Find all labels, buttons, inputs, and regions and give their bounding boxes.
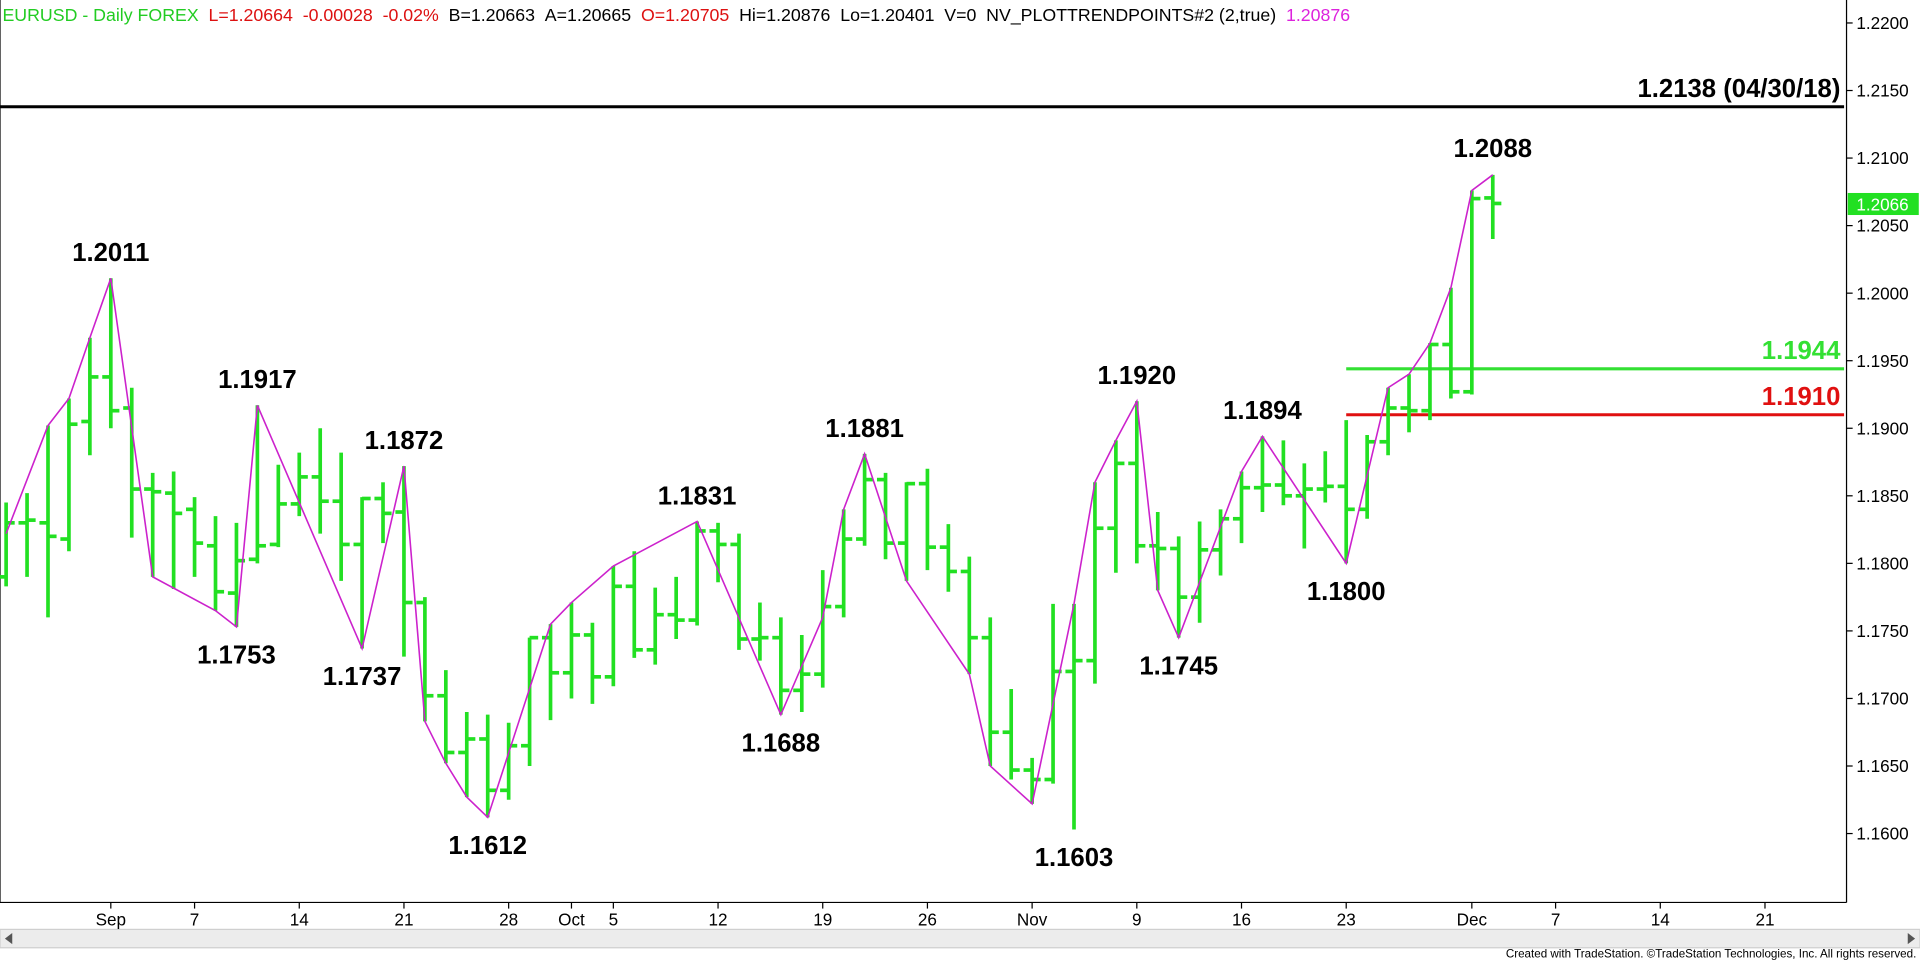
header-item: -0.00028 <box>303 5 373 25</box>
scroll-track[interactable] <box>0 928 1920 949</box>
pivot-label: 1.1688 <box>742 729 821 757</box>
y-tick-label: 1.1700 <box>1856 689 1908 709</box>
pivot-label: 1.1920 <box>1098 362 1177 390</box>
y-tick-label: 1.1950 <box>1856 351 1908 371</box>
header-item: Hi=1.20876 <box>739 5 830 25</box>
x-tick-label: Dec <box>1457 910 1488 930</box>
pivot-label: 1.1753 <box>197 642 276 670</box>
scroll-right-arrow[interactable] <box>1907 933 1916 945</box>
footer: Created with TradeStation. ©TradeStation… <box>1506 948 1917 961</box>
y-tick-label: 1.1850 <box>1856 486 1908 506</box>
y-tick-label: 1.1750 <box>1856 621 1908 641</box>
y-tick-label: 1.1650 <box>1856 756 1908 776</box>
last-price-label: 1.2066 <box>1856 195 1908 215</box>
pivot-label: 1.1603 <box>1035 844 1114 872</box>
header-item: V=0 <box>944 5 976 25</box>
pivot-label: 1.1612 <box>448 832 527 860</box>
pivot-label: 1.1831 <box>658 482 737 510</box>
x-tick-label: Oct <box>558 910 585 930</box>
x-tick-label: 5 <box>609 910 619 930</box>
x-tick-label: 14 <box>290 910 310 930</box>
y-tick-label: 1.1600 <box>1856 824 1908 844</box>
x-tick-label: 28 <box>499 910 518 930</box>
x-tick-label: 7 <box>1551 910 1561 930</box>
x-tick-label: 14 <box>1651 910 1671 930</box>
pivot-label: 1.1917 <box>218 366 297 394</box>
header-item: 1.20876 <box>1286 5 1350 25</box>
last-price-box <box>1847 192 1919 216</box>
y-tick-label: 1.2100 <box>1856 148 1908 168</box>
level-label: 1.1910 <box>1762 383 1841 411</box>
x-tick-label: 19 <box>813 910 832 930</box>
x-tick-label: Nov <box>1017 910 1048 930</box>
header-item: L=1.20664 <box>209 5 294 25</box>
y-tick-label: 1.2050 <box>1856 216 1908 236</box>
header-item: -0.02% <box>383 5 439 25</box>
pivot-label: 1.1737 <box>323 663 402 691</box>
header-item: B=1.20663 <box>449 5 535 25</box>
y-tick-label: 1.1900 <box>1856 418 1908 438</box>
pivot-label: 1.2011 <box>72 239 149 267</box>
y-tick-label: 1.2000 <box>1856 283 1908 303</box>
pivot-label: 1.2088 <box>1453 135 1532 163</box>
x-tick-label: 21 <box>1755 910 1774 930</box>
x-tick-label: 23 <box>1337 910 1356 930</box>
header-item: O=1.20705 <box>641 5 729 25</box>
pivot-label: 1.1881 <box>825 415 904 443</box>
scrollbar[interactable] <box>0 928 1920 949</box>
x-tick-label: 21 <box>394 910 413 930</box>
pivot-label: 1.1872 <box>365 427 444 455</box>
header-item: A=1.20665 <box>545 5 631 25</box>
header: EURUSD - Daily FOREX L=1.20664 -0.00028 -0.… <box>2 5 1350 26</box>
level-label: 1.2138 (04/30/18) <box>1637 75 1840 103</box>
level-label: 1.1944 <box>1762 337 1841 365</box>
pivot-label: 1.1894 <box>1223 397 1302 425</box>
x-tick-label: Sep <box>96 910 126 930</box>
x-tick-label: 26 <box>918 910 937 930</box>
x-tick-label: 12 <box>709 910 728 930</box>
header-item: EURUSD - Daily FOREX <box>2 5 198 25</box>
y-tick-label: 1.2150 <box>1856 81 1908 101</box>
header-item: Lo=1.20401 <box>840 5 934 25</box>
header-item: NV_PLOTTRENDPOINTS#2 (2,true) <box>986 5 1276 26</box>
x-tick-label: 16 <box>1232 910 1251 930</box>
y-tick-label: 1.2200 <box>1856 13 1908 33</box>
pivot-label: 1.1745 <box>1139 652 1218 680</box>
trend-line <box>5 174 1494 819</box>
pivot-label: 1.1800 <box>1307 578 1386 606</box>
x-tick-label: 9 <box>1132 910 1142 930</box>
x-tick-label: 7 <box>190 910 200 930</box>
y-tick-label: 1.1800 <box>1856 553 1908 573</box>
scroll-left-arrow[interactable] <box>4 933 13 945</box>
